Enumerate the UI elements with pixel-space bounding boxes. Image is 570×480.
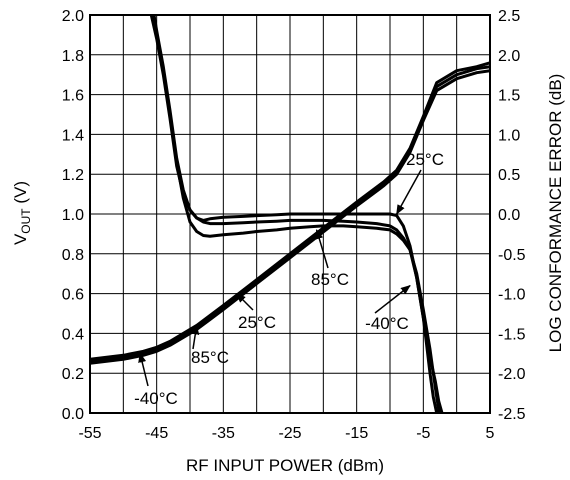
x-tick-label: -35 [212, 425, 235, 442]
y-right-tick-label: -2.0 [498, 366, 526, 383]
annotation-arrow [315, 228, 329, 269]
y-left-tick-label: 1.0 [62, 207, 84, 224]
annotation-label: 85°C [311, 270, 349, 289]
x-tick-label: -15 [345, 425, 368, 442]
annotation-label: -40°C [134, 389, 178, 408]
y-right-tick-labels: 2.5 2.0 1.5 1.0 0.5 0.0 -0.5 -1.0 -1.5 -2.0 -2.5 [498, 8, 526, 423]
y-left-tick-label: 0.6 [62, 287, 84, 304]
y-right-tick-label: -1.0 [498, 287, 526, 304]
y-right-tick-label: 1.5 [498, 88, 520, 105]
plot-frame [89, 14, 491, 414]
y-left-tick-labels: 0.0 0.2 0.4 0.6 0.8 1.0 1.2 1.4 1.6 1.8 2.0 [62, 8, 84, 423]
annotation-arrow [191, 324, 200, 350]
x-tick-label: -25 [278, 425, 301, 442]
y-left-tick-label: 0.2 [62, 366, 84, 383]
annotation-label: 85°C [191, 348, 229, 367]
y-left-axis-title: VOUT (V) [11, 181, 33, 245]
y-right-tick-label: 2.5 [498, 8, 520, 25]
x-tick-label: -45 [145, 425, 168, 442]
y-right-tick-label: -2.5 [498, 406, 526, 423]
y-right-axis-title: LOG CONFORMANCE ERROR (dB) [546, 74, 565, 353]
annotation-label: 25°C [238, 313, 276, 332]
x-tick-label: 5 [486, 425, 495, 442]
vout-curve [90, 61, 490, 361]
y-right-tick-label: 1.0 [498, 127, 520, 144]
error-curve [152, 15, 444, 413]
y-left-tick-label: 1.4 [62, 127, 84, 144]
vout-curves [90, 61, 490, 365]
y-left-tick-label: 1.6 [62, 88, 84, 105]
annotations: 25°C 85°C -40°C 25°C 85°C -40°C [134, 150, 444, 408]
y-left-tick-label: 1.2 [62, 167, 84, 184]
y-left-tick-label: 0.4 [62, 326, 84, 343]
y-left-title-rest: (V) [11, 181, 30, 208]
x-tick-label: -5 [416, 425, 430, 442]
error-curves [149, 15, 444, 413]
annotation-arrow [374, 285, 411, 314]
y-right-tick-label: 0.0 [498, 207, 520, 224]
x-axis-title: RF INPUT POWER (dBm) [186, 456, 384, 475]
annotation-arrow [235, 292, 254, 311]
annotation-arrow [138, 352, 149, 387]
annotation-label: -40°C [365, 314, 409, 333]
annotation-arrow [396, 169, 422, 215]
grid-lines [90, 15, 490, 413]
y-left-tick-label: 0.0 [62, 406, 84, 423]
y-right-tick-label: 0.5 [498, 167, 520, 184]
y-left-tick-label: 2.0 [62, 8, 84, 25]
x-tick-label: -55 [78, 425, 101, 442]
x-tick-labels: -55 -45 -35 -25 -15 -5 5 [78, 425, 494, 442]
y-left-tick-label: 1.8 [62, 48, 84, 65]
y-left-tick-label: 0.8 [62, 247, 84, 264]
y-left-title-subscript: OUT [19, 208, 33, 234]
y-right-tick-label: -1.5 [498, 326, 526, 343]
y-left-title-main: V [11, 233, 30, 245]
y-right-tick-label: 2.0 [498, 48, 520, 65]
annotation-label: 25°C [406, 150, 444, 169]
y-right-tick-label: -0.5 [498, 247, 526, 264]
